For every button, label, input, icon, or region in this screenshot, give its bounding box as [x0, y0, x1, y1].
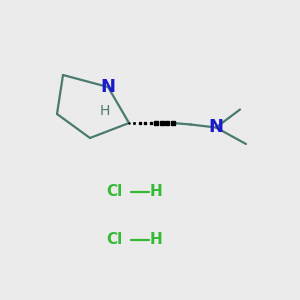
Text: N: N: [208, 118, 224, 136]
Text: N: N: [100, 78, 116, 96]
Text: Cl: Cl: [106, 184, 122, 200]
Text: H: H: [150, 232, 162, 247]
Text: H: H: [100, 104, 110, 118]
Text: Cl: Cl: [106, 232, 122, 247]
Text: H: H: [150, 184, 162, 200]
